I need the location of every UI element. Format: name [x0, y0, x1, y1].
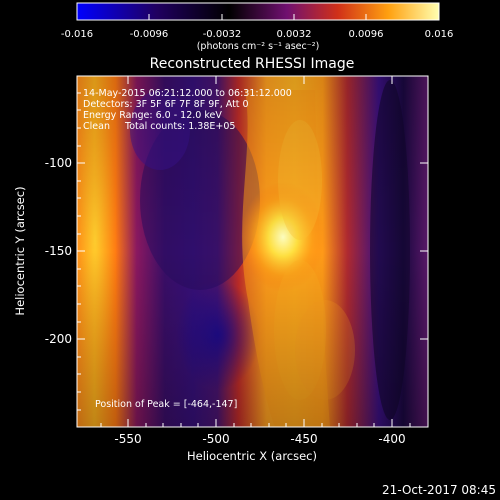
peak-position-label: Position of Peak = [-464,-147]: [95, 399, 237, 410]
colorbar-gradient: [76, 2, 440, 21]
y-tick-label: -200: [45, 332, 72, 346]
colorbar-tick-label: 0.0032: [277, 29, 312, 40]
info-time-range: 14-May-2015 06:21:12.000 to 06:31:12.000: [83, 88, 292, 99]
y-tick-label: -100: [45, 156, 72, 170]
axis-ticks: [77, 76, 428, 427]
y-axis-label: Heliocentric Y (arcsec): [13, 186, 27, 315]
x-tick-label: -450: [290, 432, 317, 446]
colorbar-unit-label: (photons cm⁻² s⁻¹ asec⁻²): [197, 41, 320, 52]
x-tick-label: -400: [378, 432, 405, 446]
footer-date: 21-Oct-2017 08:45: [382, 483, 496, 497]
x-axis-label: Heliocentric X (arcsec): [187, 449, 317, 463]
x-tick-label: -550: [114, 432, 141, 446]
colorbar-tick-label: -0.0032: [203, 29, 242, 40]
y-tick-label: -150: [45, 244, 72, 258]
colorbar-tick-label: 0.0096: [349, 29, 384, 40]
rhessi-image: [77, 76, 428, 427]
info-clean-counts: Clean Total counts: 1.38E+05: [83, 121, 235, 132]
info-energy-range: Energy Range: 6.0 - 12.0 keV: [83, 110, 222, 121]
colorbar-tick-label: 0.016: [425, 29, 454, 40]
colorbar-tick-marks: [76, 14, 440, 20]
info-detectors: Detectors: 3F 5F 6F 7F 8F 9F, Att 0: [83, 99, 249, 110]
image-title: Reconstructed RHESSI Image: [150, 56, 355, 72]
image-info-text: 14-May-2015 06:21:12.000 to 06:31:12.000…: [83, 88, 292, 410]
colorbar-tick-label: -0.016: [61, 29, 93, 40]
colorbar: -0.016 -0.0096 -0.0032 0.0032 0.0096 0.0…: [61, 2, 454, 52]
colorbar-tick-label: -0.0096: [130, 29, 169, 40]
x-tick-label: -500: [202, 432, 229, 446]
